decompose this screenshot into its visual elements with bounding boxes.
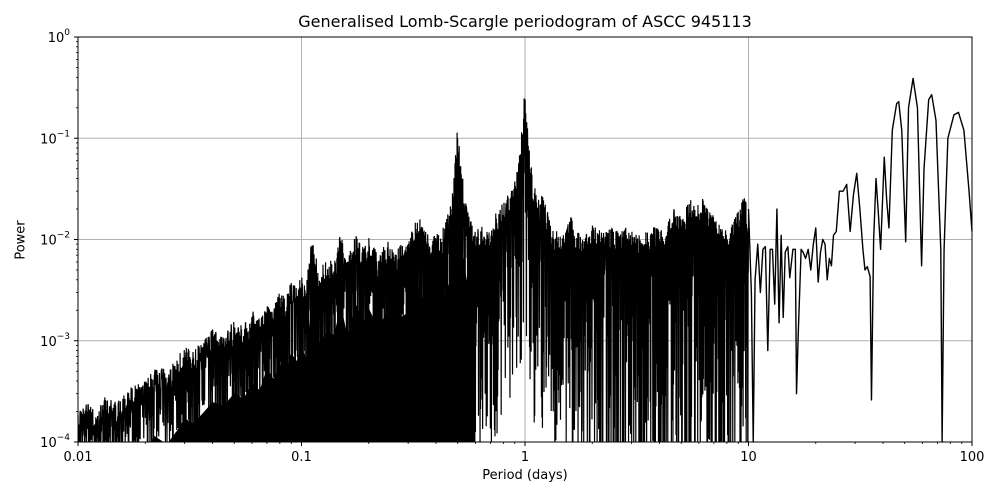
y-tick-label: 10−1 <box>40 129 70 147</box>
y-tick-label: 10−3 <box>40 332 70 350</box>
dense-fill <box>78 198 476 442</box>
x-axis-ticks: 0.01 0.1 1 10 100 <box>64 442 985 465</box>
periodogram-series <box>77 77 973 443</box>
y-tick-label: 10−4 <box>40 433 70 451</box>
x-tick-label: 1 <box>521 450 529 465</box>
y-axis-ticks: 10−4 10−3 10−2 10−1 100 <box>40 28 78 451</box>
y-tick-label: 100 <box>48 28 71 46</box>
periodogram-noise-line <box>77 98 750 443</box>
periodogram-smooth-line <box>747 77 973 443</box>
x-tick-label: 100 <box>960 450 985 465</box>
x-axis-label: Period (days) <box>482 468 568 483</box>
x-tick-label: 0.1 <box>291 450 312 465</box>
y-tick-label: 10−2 <box>40 231 70 249</box>
x-tick-label: 0.01 <box>64 450 93 465</box>
chart-title: Generalised Lomb-Scargle periodogram of … <box>298 12 752 31</box>
x-tick-label: 10 <box>740 450 757 465</box>
